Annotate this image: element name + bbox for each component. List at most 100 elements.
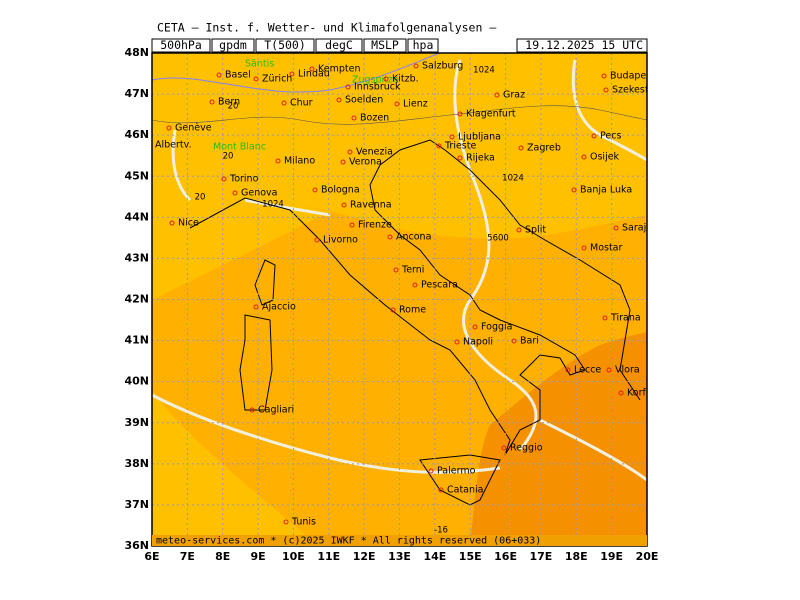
place-dot (393, 267, 399, 273)
place-dot (518, 145, 524, 151)
place-label: Pecs (600, 131, 621, 142)
place-label: Lecce (574, 365, 601, 376)
place-label: Rijeka (466, 153, 495, 164)
place-label: Rome (399, 305, 426, 316)
source-title: CETA — Inst. f. Wetter- und Klimafolgena… (157, 21, 496, 35)
place-dot (571, 187, 577, 193)
field-label: MSLP (371, 38, 399, 52)
isobar (539, 418, 647, 482)
place-dot (216, 72, 222, 78)
place-label: Napoli (463, 337, 493, 348)
place-dot (457, 155, 463, 161)
lon-label: 19E (600, 550, 623, 563)
place-label: Ancona (396, 232, 431, 243)
place-dot (309, 66, 315, 72)
place-label: Chur (290, 98, 313, 109)
lon-label: 20E (636, 550, 659, 563)
contour-label: 20 (228, 102, 239, 112)
place-label: Bari (520, 336, 539, 347)
contour-label: 1024 (502, 174, 524, 184)
border (152, 105, 647, 125)
lat-label: 44N (124, 210, 149, 223)
place-dot (511, 338, 517, 344)
lon-label: 17E (530, 550, 553, 563)
place-label: Ajaccio (262, 302, 296, 313)
lon-label: 12E (353, 550, 376, 563)
place-label: Venezia (356, 147, 393, 158)
place-label: Osijek (590, 152, 620, 163)
place-dot (516, 227, 522, 233)
place-dot (501, 445, 507, 451)
field-box (407, 38, 439, 53)
field-label: 500hPa (160, 38, 202, 52)
place-dot (457, 111, 463, 117)
place-dot (347, 149, 353, 155)
field-southeast (470, 332, 647, 546)
axes: 48N 47N 46N 45N 44N 43N 42N 41N 40N 39N 38N 37N 36N6… (124, 46, 658, 563)
place-label: Bologna (321, 185, 360, 196)
place-dot (336, 97, 342, 103)
place-dot (253, 76, 259, 82)
place-dot (349, 222, 355, 228)
field-west-top (152, 130, 330, 300)
place-label: Cagliari (258, 405, 294, 416)
field-box (363, 38, 407, 53)
place-dot (602, 315, 608, 321)
lon-label: 13E (388, 550, 411, 563)
lon-label: 8E (215, 550, 230, 563)
place-dot (601, 73, 607, 79)
place-label: Verona (349, 157, 382, 168)
place-label: Klagenfurt (466, 109, 516, 120)
place-dot (275, 158, 281, 164)
place-dot (606, 367, 612, 373)
place-dot (494, 92, 500, 98)
place-label: Lindau (298, 69, 330, 80)
place-dot (436, 143, 442, 149)
place-dot (565, 367, 571, 373)
contour-label: 5600 (487, 234, 509, 244)
isobar (244, 198, 331, 217)
place-dot (412, 282, 418, 288)
place-label: Mont Blanc (213, 142, 266, 153)
place-label: Tunis (291, 517, 316, 528)
place-dot (253, 304, 259, 310)
isobar (152, 393, 501, 474)
place-label: Milano (284, 156, 315, 167)
place-label: Pescara (421, 280, 458, 291)
place-label: Lienz (403, 99, 428, 110)
place-dot (449, 134, 455, 140)
lon-label: 14E (423, 550, 446, 563)
contour-label: -16 (434, 526, 448, 536)
isobar (571, 59, 647, 162)
field-box (315, 38, 363, 53)
place-label: Ravenna (350, 200, 392, 211)
place-label: Albertv. (155, 140, 192, 151)
contour-label: 20 (195, 193, 206, 203)
coastline-sardinia (239, 314, 273, 411)
place-dot (390, 307, 396, 313)
place-label: Banja Luka (580, 185, 632, 196)
field-southwest (152, 390, 320, 546)
field-box (151, 38, 211, 53)
field-box (255, 38, 315, 53)
lat-label: 41N (124, 334, 149, 347)
lon-label: 15E (459, 550, 482, 563)
place-label: Nice (178, 218, 199, 229)
place-label: Zugspitze (352, 75, 399, 86)
place-label: Mostar (590, 243, 623, 254)
place-label: Split (525, 225, 546, 236)
graticule (152, 53, 647, 546)
place-dot (454, 339, 460, 345)
place-label: Salzburg (422, 61, 463, 72)
header-fields: 500hPa gpdm T(500) degC MSLP hpa (151, 38, 439, 53)
isobar (453, 59, 538, 451)
place-dot (394, 101, 400, 107)
place-label: Szekesfeh (612, 85, 660, 96)
lat-label: 45N (124, 169, 149, 182)
lon-label: 16E (494, 550, 517, 563)
place-dot (581, 245, 587, 251)
place-dot (428, 468, 434, 474)
place-dot (283, 519, 289, 525)
place-dot (281, 100, 287, 106)
field-label: gpdm (219, 38, 247, 52)
